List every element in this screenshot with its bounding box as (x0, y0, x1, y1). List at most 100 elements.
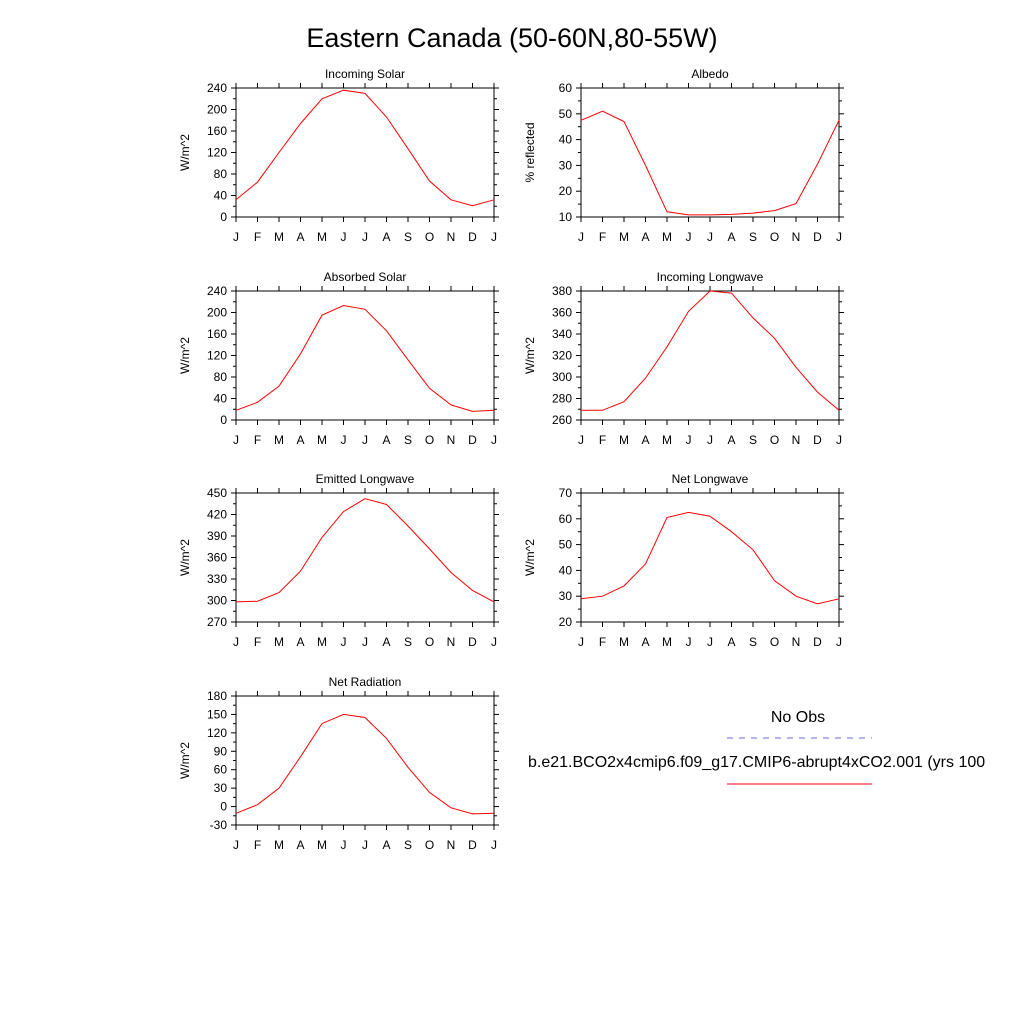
albedo-xtick-label: F (599, 230, 606, 244)
incoming-longwave-plot-frame (580, 290, 840, 421)
emitted-longwave-ytick-label: 420 (207, 508, 227, 522)
net-radiation-ylabel: W/m^2 (178, 742, 192, 779)
albedo-ytick-label: 20 (559, 184, 573, 198)
net-radiation-xtick-label: N (447, 838, 456, 852)
emitted-longwave-ytick-label: 330 (207, 572, 227, 586)
albedo-plot-frame (580, 87, 840, 218)
absorbed-solar-xtick-label: M (317, 433, 327, 447)
albedo-ytick-label: 10 (559, 210, 573, 224)
net-longwave-xtick-label: D (813, 635, 822, 649)
incoming-solar-series-line (235, 89, 495, 207)
incoming-longwave-title: Incoming Longwave (657, 270, 764, 284)
net-longwave-xtick-label: A (727, 635, 735, 649)
emitted-longwave-xtick-label: J (233, 635, 239, 649)
net-radiation-xtick-label: J (341, 838, 347, 852)
incoming-longwave-xtick-label: J (578, 433, 584, 447)
net-radiation-ytick-label: 0 (220, 800, 227, 814)
net-longwave-ytick-label: 50 (559, 538, 573, 552)
net-radiation-xtick-label: J (233, 838, 239, 852)
emitted-longwave-series-line (235, 498, 495, 603)
net-longwave-xtick-label: S (749, 635, 757, 649)
emitted-longwave-xtick-label: N (447, 635, 456, 649)
incoming-solar-xtick-label: A (382, 230, 390, 244)
incoming-longwave-ytick-label: 360 (552, 306, 572, 320)
net-longwave-ytick-label: 60 (559, 512, 573, 526)
absorbed-solar-xtick-label: A (382, 433, 390, 447)
net-radiation-xtick-label: O (425, 838, 434, 852)
net-radiation-title: Net Radiation (329, 675, 402, 689)
incoming-longwave-xtick-label: S (749, 433, 757, 447)
albedo-xtick-label: N (792, 230, 801, 244)
albedo-ytick-label: 30 (559, 158, 573, 172)
net-longwave-ytick-label: 20 (559, 615, 573, 629)
net-radiation-xtick-label: A (296, 838, 304, 852)
albedo-series-line (580, 110, 840, 216)
net-longwave-series-line (580, 511, 840, 605)
incoming-longwave-xtick-label: O (770, 433, 779, 447)
emitted-longwave-xtick-label: A (296, 635, 304, 649)
incoming-solar-ytick-label: 120 (207, 146, 227, 160)
absorbed-solar-xtick-label: J (362, 433, 368, 447)
absorbed-solar-ytick-label: 240 (207, 284, 227, 298)
net-radiation-xtick-label: M (317, 838, 327, 852)
absorbed-solar-plot-frame (235, 290, 495, 421)
net-radiation-xtick-label: M (274, 838, 284, 852)
incoming-solar-xtick-label: J (341, 230, 347, 244)
albedo-xtick-label: J (836, 230, 842, 244)
incoming-solar-title: Incoming Solar (325, 67, 405, 81)
incoming-solar-xtick-label: D (468, 230, 477, 244)
legend-model-label: b.e21.BCO2x4cmip6.f09_g17.CMIP6-abrupt4x… (528, 754, 985, 771)
albedo-xtick-label: A (727, 230, 735, 244)
net-longwave-plot-frame (580, 492, 840, 623)
albedo-xtick-label: M (619, 230, 629, 244)
absorbed-solar-xtick-label: A (296, 433, 304, 447)
net-longwave-xtick-label: J (707, 635, 713, 649)
incoming-solar-xtick-label: J (233, 230, 239, 244)
incoming-longwave-ylabel: W/m^2 (523, 337, 537, 374)
incoming-longwave-xtick-label: D (813, 433, 822, 447)
incoming-solar-ytick-label: 40 (214, 189, 228, 203)
emitted-longwave-xtick-label: J (341, 635, 347, 649)
net-radiation-ytick-label: 90 (214, 744, 228, 758)
net-radiation-ytick-label: 120 (207, 726, 227, 740)
emitted-longwave-ytick-label: 270 (207, 615, 227, 629)
main-title: Eastern Canada (50-60N,80-55W) (306, 23, 717, 53)
albedo-ytick-label: 40 (559, 133, 573, 147)
albedo-xtick-label: S (749, 230, 757, 244)
net-radiation-xtick-label: J (362, 838, 368, 852)
absorbed-solar-ytick-label: 40 (214, 392, 228, 406)
net-longwave-xtick-label: J (836, 635, 842, 649)
albedo-ylabel: % reflected (523, 122, 537, 182)
incoming-longwave-ytick-label: 340 (552, 327, 572, 341)
emitted-longwave-xtick-label: M (274, 635, 284, 649)
incoming-solar-ytick-label: 240 (207, 81, 227, 95)
net-radiation-series-line (235, 713, 495, 815)
absorbed-solar-xtick-label: S (404, 433, 412, 447)
net-longwave-xtick-label: J (686, 635, 692, 649)
albedo-xtick-label: D (813, 230, 822, 244)
absorbed-solar-xtick-label: J (341, 433, 347, 447)
absorbed-solar-ytick-label: 120 (207, 349, 227, 363)
emitted-longwave-xtick-label: S (404, 635, 412, 649)
absorbed-solar-xtick-label: F (254, 433, 261, 447)
emitted-longwave-xtick-label: O (425, 635, 434, 649)
incoming-longwave-xtick-label: M (662, 433, 672, 447)
incoming-longwave-xtick-label: J (836, 433, 842, 447)
incoming-solar-xtick-label: S (404, 230, 412, 244)
net-longwave-title: Net Longwave (672, 472, 749, 486)
legend-obs-label: No Obs (771, 709, 825, 726)
incoming-longwave-ytick-label: 280 (552, 392, 572, 406)
albedo-xtick-label: A (641, 230, 649, 244)
incoming-solar-xtick-label: F (254, 230, 261, 244)
net-radiation-xtick-label: J (491, 838, 497, 852)
absorbed-solar-xtick-label: M (274, 433, 284, 447)
incoming-longwave-xtick-label: N (792, 433, 801, 447)
emitted-longwave-ytick-label: 360 (207, 551, 227, 565)
panel-incoming-longwave: Incoming Longwave W/m^2 260 280 300 320 340 360… (523, 270, 844, 447)
absorbed-solar-ytick-label: 200 (207, 306, 227, 320)
emitted-longwave-ylabel: W/m^2 (178, 539, 192, 576)
